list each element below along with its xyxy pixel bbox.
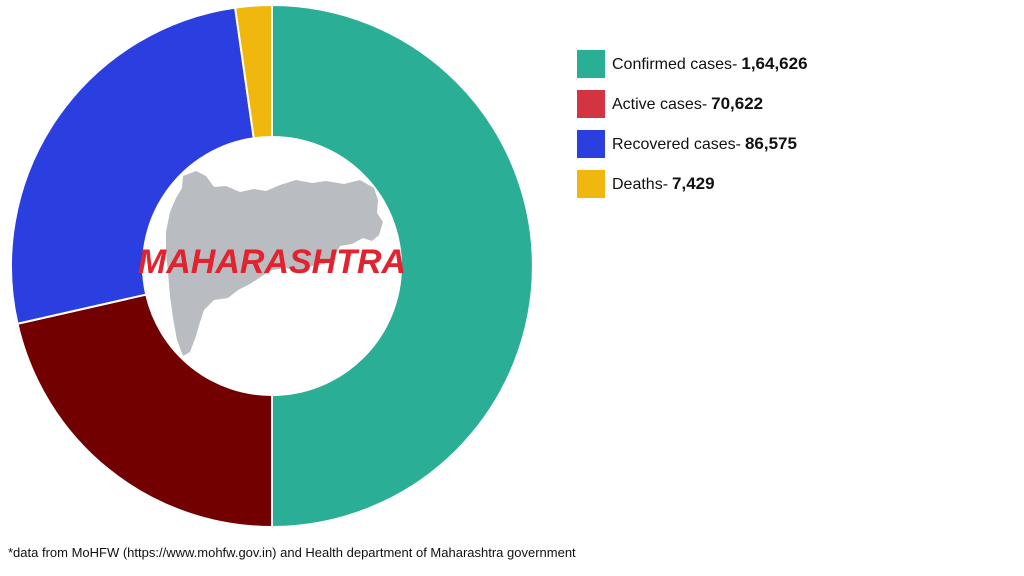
legend-swatch [577, 50, 605, 78]
slice-deaths [233, 3, 273, 140]
legend-value: 86,575 [744, 134, 797, 153]
donut-slices [10, 3, 534, 529]
footnote: *data from MoHFW (https://www.mohfw.gov.… [8, 545, 576, 560]
slice-active-cases [16, 293, 273, 529]
slice-recovered-cases [10, 6, 255, 325]
legend-item-recovered-cases: Recovered cases- 86,575 [577, 130, 1007, 158]
legend-item-deaths: Deaths- 7,429 [577, 170, 1007, 198]
legend: Confirmed cases- 1,64,626 Active cases- 70,… [577, 50, 1007, 210]
legend-label: Active cases- 70,622 [612, 94, 764, 113]
slice-confirmed-cases [271, 3, 534, 529]
legend-swatch [577, 130, 605, 158]
donut-chart: MAHARASHTRA [10, 3, 534, 529]
center-label: MAHARASHTRA [138, 243, 406, 281]
legend-value: 70,622 [711, 94, 764, 113]
legend-swatch [577, 90, 605, 118]
maharashtra-map-icon [166, 171, 383, 356]
legend-label: Recovered cases- 86,575 [612, 134, 797, 153]
legend-item-confirmed-cases: Confirmed cases- 1,64,626 [577, 50, 1007, 78]
legend-label: Confirmed cases- 1,64,626 [612, 54, 808, 73]
legend-swatch [577, 170, 605, 198]
legend-value: 1,64,626 [741, 54, 808, 73]
legend-value: 7,429 [672, 174, 715, 193]
legend-item-active-cases: Active cases- 70,622 [577, 90, 1007, 118]
legend-label: Deaths- 7,429 [612, 174, 715, 193]
